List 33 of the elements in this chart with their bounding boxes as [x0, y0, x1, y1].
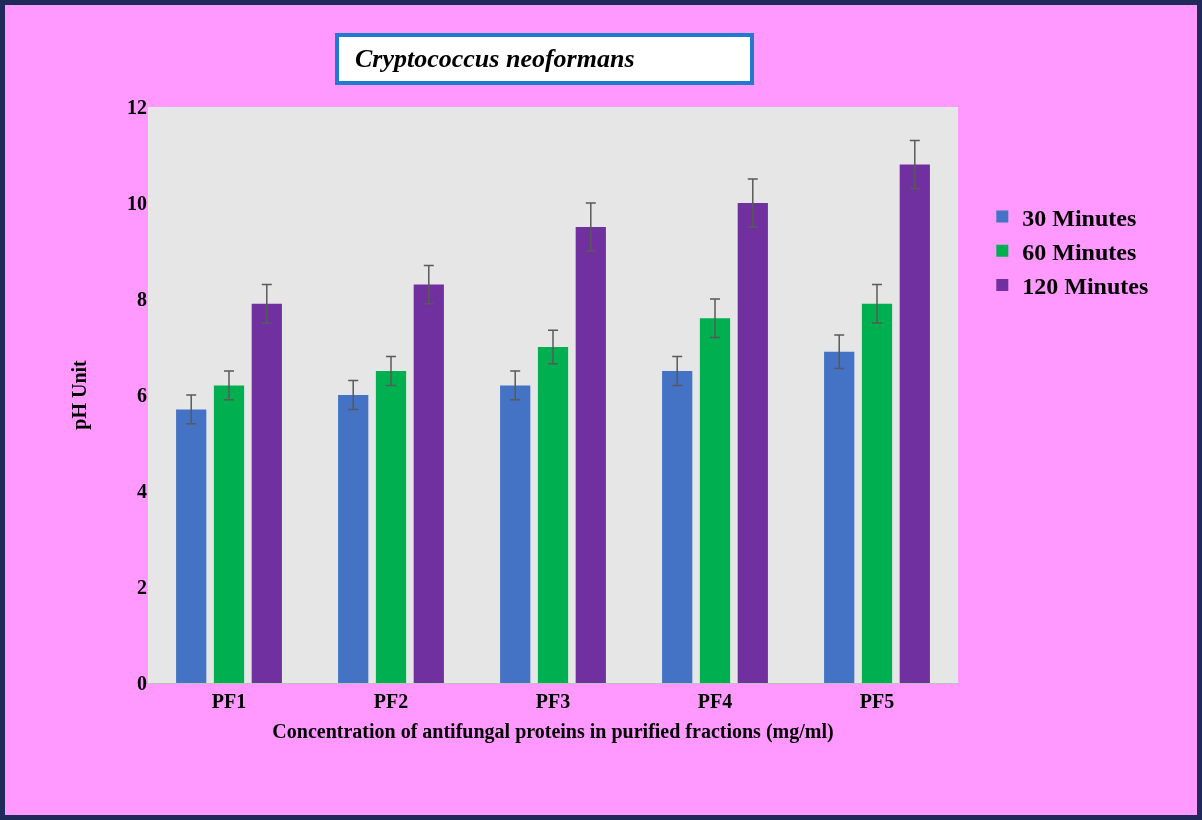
- bar: [537, 347, 569, 683]
- legend-label: 60 Minutes: [1022, 239, 1137, 266]
- bar: [737, 203, 768, 683]
- y-tick-label: 4: [137, 480, 147, 502]
- bar: [375, 371, 407, 683]
- legend-label: 30 Minutes: [1022, 204, 1137, 231]
- y-tick-label: 8: [137, 288, 147, 310]
- x-tick-label: PF1: [211, 690, 247, 712]
- bar: [413, 284, 444, 683]
- bar: [213, 385, 245, 683]
- bar: [251, 303, 282, 683]
- x-tick-label: PF3: [535, 690, 571, 712]
- y-tick-label: 2: [137, 576, 147, 598]
- y-tick-label: 6: [137, 384, 147, 406]
- bar: [575, 227, 606, 683]
- y-tick-label: 10: [127, 192, 147, 214]
- y-tick-label: 12: [127, 96, 147, 118]
- legend-label: 120 Minutes: [1022, 273, 1149, 300]
- y-tick-label: 0: [137, 672, 147, 694]
- bar: [338, 395, 369, 683]
- bar: [899, 164, 930, 683]
- bar: [861, 303, 893, 683]
- bar: [824, 351, 855, 683]
- x-axis-title: Concentration of antifungal proteins in purified fractions (mg/ml): [272, 719, 834, 743]
- bar: [699, 318, 731, 683]
- x-tick-label: PF5: [859, 690, 895, 712]
- x-tick-label: PF4: [697, 690, 733, 712]
- y-axis-title: pH Unit: [67, 359, 91, 430]
- chart-title: Cryptococcus neoformans: [335, 33, 754, 85]
- bar: [662, 371, 693, 683]
- bar: [176, 409, 207, 683]
- x-tick-label: PF2: [373, 690, 409, 712]
- bar: [500, 385, 531, 683]
